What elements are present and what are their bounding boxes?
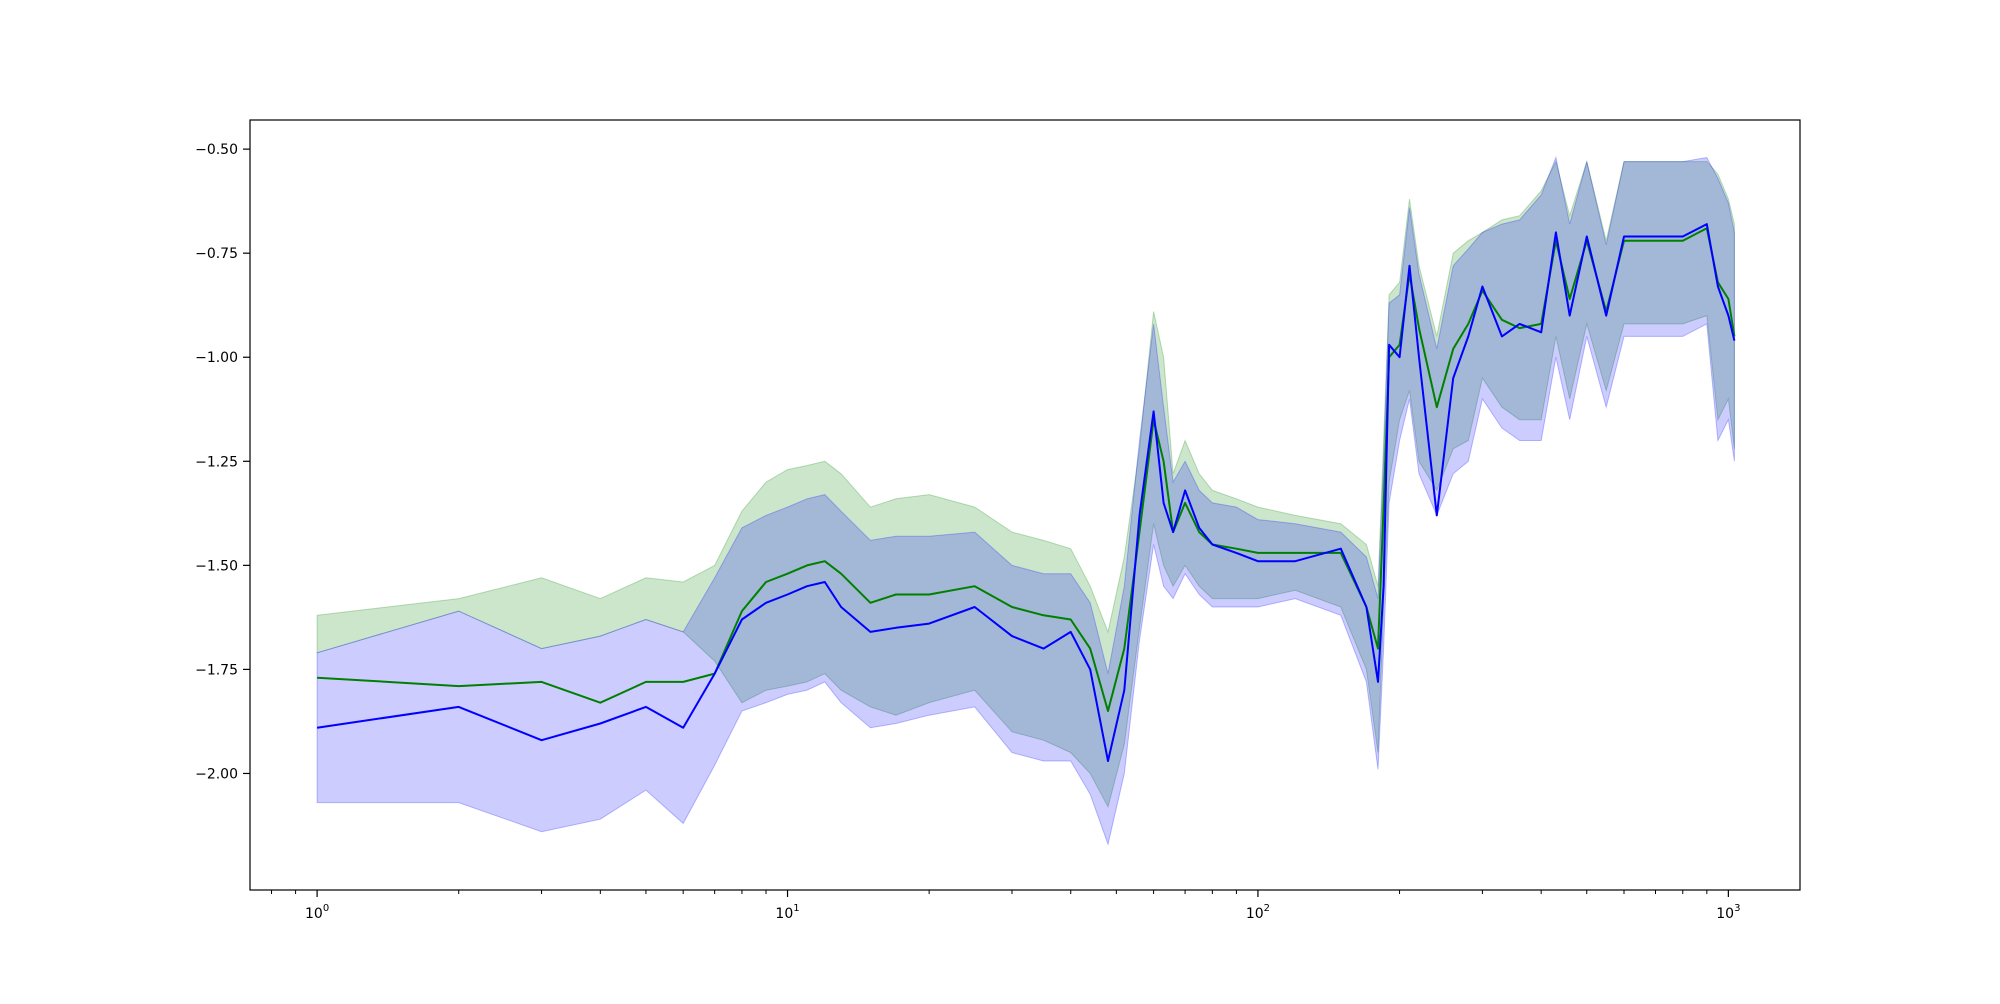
- series-lines: [316, 223, 1736, 762]
- x-axis: 100 101 102 103: [271, 890, 1740, 922]
- y-tick-label: −1.75: [195, 662, 238, 678]
- x-tick-label: 103: [1716, 903, 1740, 922]
- y-tick-label: −1.25: [195, 454, 238, 470]
- y-tick-label: −1.00: [195, 350, 238, 366]
- y-tick-label: −0.75: [195, 246, 238, 262]
- y-tick-label: −1.50: [195, 558, 238, 574]
- x-tick-label: 102: [1246, 903, 1270, 922]
- series-2-band: [316, 155, 1735, 846]
- plot-frame: [249, 119, 1801, 891]
- confidence-bands: [316, 155, 1735, 846]
- y-tick-label: −0.50: [195, 142, 238, 158]
- x-tick-label: 100: [305, 903, 329, 922]
- y-tick-label: −2.00: [195, 766, 238, 782]
- series-2-line: [316, 223, 1736, 762]
- x-tick-label: 101: [775, 903, 799, 922]
- y-axis: −0.50 −0.75 −1.00 −1.25 −1.50 −1.75 −2.00: [195, 142, 250, 782]
